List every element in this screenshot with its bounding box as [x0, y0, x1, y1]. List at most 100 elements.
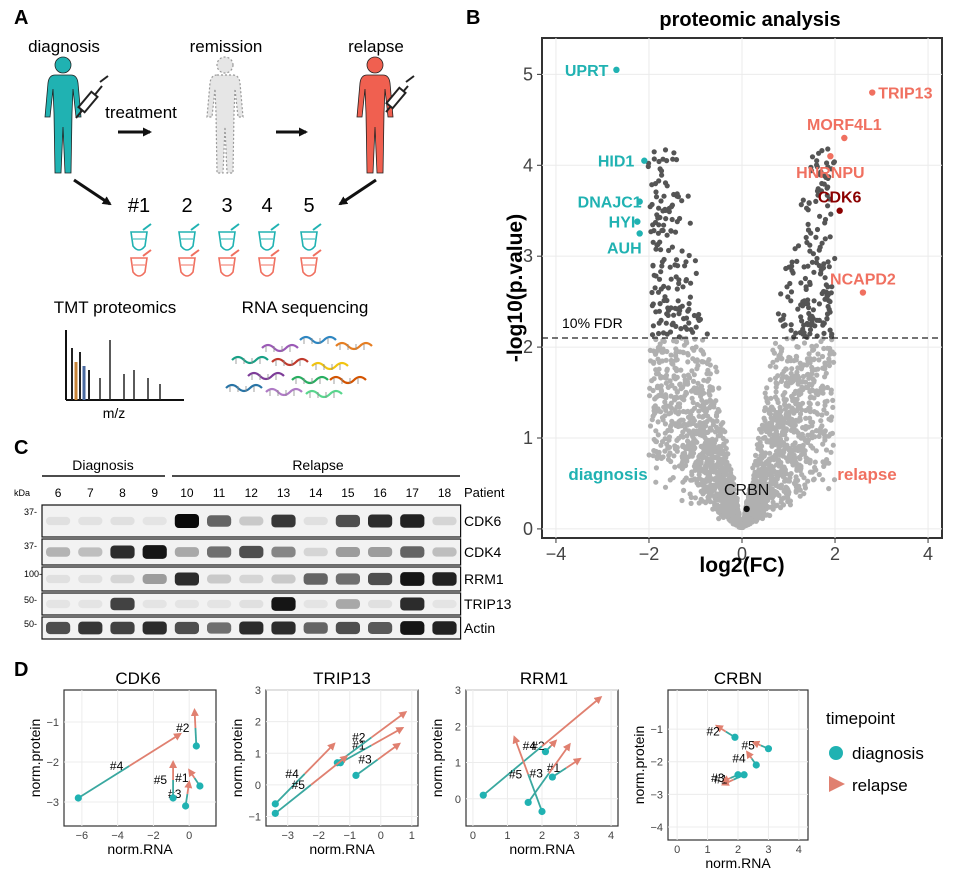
group-label-relapse: Relapse — [292, 457, 344, 473]
volcano-point — [687, 220, 693, 226]
volcano-point — [802, 448, 808, 454]
volcano-point — [791, 422, 797, 428]
volcano-point — [682, 263, 688, 269]
volcano-point — [827, 299, 833, 305]
volcano-point — [716, 478, 723, 484]
volcano-point — [647, 423, 654, 429]
volcano-point — [801, 298, 808, 304]
volcano-point — [656, 178, 662, 184]
volcano-point — [822, 236, 828, 242]
volcano-point — [808, 394, 814, 400]
blot-band — [400, 597, 425, 611]
volcano-point — [818, 425, 824, 431]
volcano-point — [767, 439, 773, 445]
volcano-point — [788, 370, 794, 377]
volcano-point — [767, 363, 773, 369]
volcano-point — [799, 318, 805, 324]
volcano-point — [670, 156, 676, 162]
volcano-point — [796, 375, 802, 381]
plot-title: CDK6 — [115, 669, 160, 688]
volcano-point — [770, 499, 776, 505]
volcano-point — [813, 343, 820, 349]
volcano-point — [824, 316, 830, 322]
labeled-point-trip13 — [869, 89, 876, 96]
volcano-point — [815, 192, 821, 198]
volcano-point — [667, 264, 673, 270]
volcano-point — [658, 317, 664, 323]
volcano-point — [768, 395, 774, 401]
volcano-point — [708, 398, 714, 404]
legend-diagnosis-marker — [829, 746, 843, 760]
gene-label-cdk6: CDK6 — [818, 190, 862, 207]
blot-band — [239, 545, 264, 559]
volcano-point — [779, 496, 785, 502]
volcano-point — [815, 366, 821, 372]
volcano-point — [770, 464, 776, 470]
volcano-point — [658, 247, 664, 253]
volcano-point — [673, 257, 680, 263]
tube-icon — [300, 223, 322, 251]
plot-cdk6: CDK6 −6 −4 −2 0 −1 −2 −3 norm.RNA norm.protein #1 #… — [27, 669, 217, 857]
label-relapse-timepoint: relapse — [348, 37, 404, 56]
volcano-point — [826, 306, 832, 312]
volcano-point — [775, 373, 781, 379]
volcano-point — [819, 389, 825, 395]
x-tick-label: −4 — [111, 830, 124, 842]
volcano-point — [806, 305, 812, 311]
volcano-point — [805, 371, 811, 377]
diagnosis-point — [271, 800, 279, 808]
blot-band — [239, 516, 264, 526]
volcano-point — [661, 338, 667, 344]
volcano-point — [681, 487, 687, 493]
volcano-point — [693, 344, 699, 350]
volcano-point — [680, 408, 687, 415]
volcano-point — [663, 357, 669, 363]
volcano-point — [728, 500, 734, 506]
y-tick-label: −1 — [248, 812, 261, 824]
volcano-point — [652, 285, 658, 291]
x-tick-label: −2 — [147, 830, 160, 842]
volcano-point — [782, 390, 788, 396]
volcano-point — [810, 347, 816, 353]
x-tick-label: 2 — [539, 830, 545, 842]
volcano-point — [763, 395, 769, 401]
volcano-point — [648, 229, 654, 235]
rna-strand-icon — [225, 383, 263, 393]
volcano-point — [775, 474, 781, 480]
volcano-point — [826, 486, 832, 492]
volcano-point — [658, 286, 664, 292]
y-tick-label: 5 — [523, 64, 533, 84]
fdr-label: 10% FDR — [562, 315, 623, 331]
volcano-point — [681, 342, 688, 348]
labeled-point-uprt — [613, 66, 620, 74]
blot-band — [78, 574, 103, 584]
volcano-point — [682, 444, 688, 450]
volcano-point — [814, 158, 820, 164]
volcano-point — [772, 488, 778, 495]
volcano-point — [831, 359, 837, 365]
volcano-point — [676, 311, 682, 317]
legend-relapse-marker — [829, 776, 845, 792]
volcano-point — [656, 452, 662, 458]
volcano-point — [691, 372, 697, 378]
volcano-point — [753, 517, 759, 524]
volcano-point — [699, 432, 705, 438]
volcano-point — [823, 174, 829, 180]
sample-tubes — [130, 223, 322, 277]
diagnosis-point — [548, 773, 556, 781]
volcano-point — [764, 503, 770, 509]
labeled-point-crbn — [743, 505, 750, 513]
volcano-point — [781, 368, 787, 374]
volcano-point — [767, 431, 773, 437]
blot-band — [271, 621, 296, 635]
volcano-point — [672, 305, 678, 311]
volcano-point — [685, 408, 691, 414]
volcano-point — [782, 486, 788, 492]
diagnosis-point — [734, 771, 742, 779]
volcano-point — [668, 428, 674, 434]
volcano-point — [798, 280, 804, 286]
y-tick-label: 1 — [523, 428, 533, 448]
volcano-point — [789, 259, 795, 265]
rna-strand-icon — [299, 335, 337, 345]
